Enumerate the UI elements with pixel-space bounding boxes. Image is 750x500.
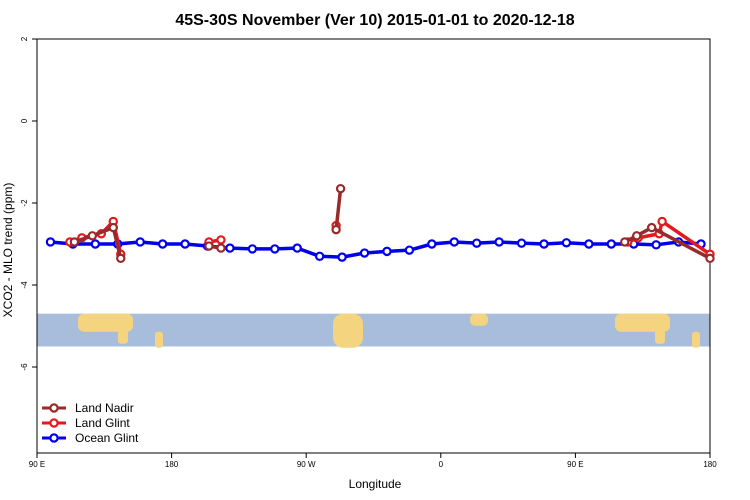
data-point — [331, 224, 341, 235]
data-point — [494, 237, 504, 247]
x-tick-label: 90 E — [29, 460, 45, 469]
data-point — [646, 222, 657, 233]
land-shape — [78, 313, 133, 332]
data-point — [90, 239, 101, 249]
data-point — [180, 239, 190, 249]
data-point — [108, 222, 118, 233]
data-point — [382, 246, 392, 257]
legend-item: Ocean Glint — [42, 431, 139, 445]
series-ocean-glint — [45, 237, 706, 262]
map-strip — [37, 313, 710, 348]
x-axis-label: Longitude — [349, 477, 402, 491]
data-point — [449, 237, 459, 247]
x-tick-label: 0 — [439, 460, 444, 469]
y-axis-label: XCO2 - MLO trend (ppm) — [1, 183, 15, 318]
x-tick-label: 180 — [703, 460, 717, 469]
data-point — [135, 237, 145, 247]
legend-label: Land Glint — [75, 416, 130, 430]
series-line — [50, 240, 702, 259]
chart-title: 45S-30S November (Ver 10) 2015-01-01 to … — [175, 12, 574, 29]
data-point — [427, 239, 437, 249]
data-point — [45, 237, 56, 247]
data-point — [87, 231, 98, 241]
data-point — [471, 238, 482, 248]
data-point — [705, 253, 715, 264]
legend-swatch-point — [49, 418, 59, 428]
y-tick-label: -6 — [20, 363, 29, 371]
data-point — [247, 244, 258, 254]
legend-label: Land Nadir — [75, 401, 134, 415]
data-point — [216, 235, 226, 245]
y-tick-label: -4 — [20, 281, 29, 289]
plot-frame — [36, 38, 711, 454]
legend-item: Land Glint — [42, 416, 130, 430]
data-point — [404, 245, 415, 255]
data-point — [204, 241, 214, 251]
data-point — [270, 244, 280, 254]
data-point — [606, 239, 616, 249]
data-point — [632, 231, 642, 241]
data-point — [651, 240, 661, 250]
land-shape — [118, 329, 128, 344]
data-point — [335, 183, 346, 194]
data-point — [359, 248, 370, 258]
x-tick-label: 90 E — [567, 460, 583, 469]
series-layer — [45, 183, 715, 264]
data-point — [539, 239, 549, 249]
legend-item: Land Nadir — [42, 401, 134, 415]
data-point — [620, 237, 630, 247]
data-point — [314, 251, 325, 261]
data-point — [225, 243, 235, 253]
data-point — [561, 238, 572, 248]
data-point — [292, 243, 302, 253]
y-tick-label: 0 — [20, 118, 29, 123]
x-tick-label: 90 W — [297, 460, 316, 469]
data-point — [657, 216, 667, 227]
legend-swatch-point — [49, 403, 59, 413]
data-point — [216, 243, 226, 253]
data-point — [157, 239, 168, 249]
data-point — [337, 252, 347, 262]
land-shape — [615, 313, 670, 332]
legend-swatch-point — [49, 433, 59, 443]
data-point — [516, 238, 527, 248]
ocean-band — [37, 313, 710, 347]
series-line — [73, 225, 123, 259]
data-point — [584, 239, 594, 249]
legend-label: Ocean Glint — [75, 431, 139, 445]
y-tick-label: -2 — [20, 199, 29, 207]
land-shape — [470, 313, 488, 326]
series-line — [334, 188, 343, 230]
x-axis: 90 E 180 90 W 0 90 E 180 — [29, 453, 717, 469]
land-shape — [692, 331, 700, 348]
y-tick-label: 2 — [20, 36, 29, 41]
land-shape — [333, 313, 363, 348]
land-shape — [655, 329, 665, 344]
series-line — [623, 225, 711, 260]
data-point — [116, 253, 126, 264]
x-tick-label: 180 — [165, 460, 179, 469]
series-land-nadir — [69, 183, 715, 264]
y-axis: 2 0 -2 -4 -6 — [20, 36, 37, 371]
data-point — [69, 237, 80, 247]
land-shape — [155, 331, 163, 348]
